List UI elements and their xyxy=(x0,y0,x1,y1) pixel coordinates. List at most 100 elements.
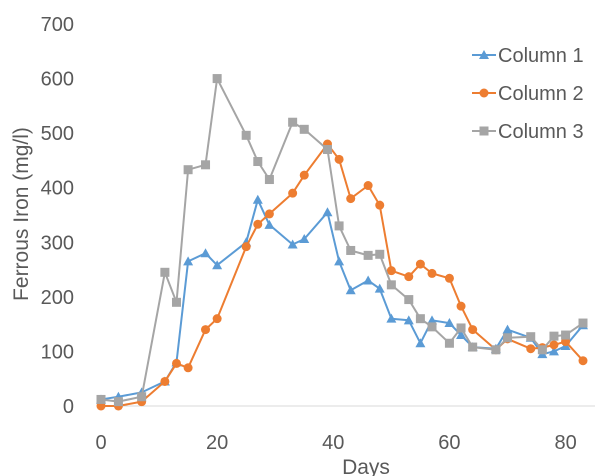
y-tick-label: 100 xyxy=(41,341,74,363)
column-1-point xyxy=(200,248,211,258)
column-1-point xyxy=(287,239,298,249)
column-3-point xyxy=(183,165,193,175)
x-tick-label: 20 xyxy=(206,432,228,454)
column-1-point xyxy=(415,338,426,348)
column-2-point xyxy=(578,356,588,366)
column-3-point xyxy=(264,175,274,185)
column-1-point xyxy=(374,283,385,293)
column-3-point xyxy=(456,323,466,333)
column-3-point xyxy=(160,267,170,277)
column-2-point xyxy=(183,363,193,373)
column-3-point xyxy=(346,245,356,255)
column-1-point xyxy=(299,234,310,244)
y-tick-label: 0 xyxy=(63,396,74,418)
column-2-point xyxy=(363,181,373,191)
column-3-point xyxy=(375,249,385,259)
column-1-point xyxy=(502,324,513,334)
column-2-point xyxy=(160,376,170,386)
column-2-point xyxy=(299,170,309,180)
column-3-point xyxy=(363,250,373,260)
column-1-legend-label: Column 1 xyxy=(498,45,584,67)
x-tick-label: 40 xyxy=(322,432,344,454)
column-1-point xyxy=(403,315,414,325)
column-2-point xyxy=(444,273,454,283)
column-3-series xyxy=(96,74,588,407)
x-axis-title: Days xyxy=(342,456,390,476)
column-2-point xyxy=(427,268,437,278)
column-2-point xyxy=(415,259,425,269)
column-2-point xyxy=(456,301,466,311)
column-3-point xyxy=(113,397,123,407)
y-tick-label: 500 xyxy=(41,123,74,145)
column-2-line xyxy=(101,143,584,407)
column-2-point xyxy=(334,154,344,164)
column-2-point xyxy=(375,200,385,210)
column-3-point xyxy=(288,117,298,127)
column-2-point xyxy=(212,314,222,324)
column-1-point xyxy=(334,256,345,266)
x-tick-label: 80 xyxy=(554,432,576,454)
column-1-point xyxy=(252,194,263,204)
column-3-point xyxy=(526,332,536,342)
column-1-point xyxy=(264,219,275,229)
column-3-point xyxy=(561,330,571,340)
column-2-legend-label: Column 2 xyxy=(498,83,584,105)
column-3-point xyxy=(171,297,181,307)
column-3-point xyxy=(201,160,211,170)
column-2-point xyxy=(241,242,251,252)
column-2-point xyxy=(201,325,211,335)
column-1-point xyxy=(427,315,438,325)
column-1-point xyxy=(456,330,467,340)
column-3-point xyxy=(537,345,547,355)
column-2-series xyxy=(96,139,588,411)
y-tick-label: 600 xyxy=(41,69,74,91)
column-3-point xyxy=(468,342,478,352)
column-3-point xyxy=(386,280,396,290)
column-1-point xyxy=(386,313,397,323)
column-2-point xyxy=(288,188,298,198)
series-layer xyxy=(96,74,588,411)
column-3-point xyxy=(137,392,147,402)
y-tick-label: 400 xyxy=(41,178,74,200)
column-3-point xyxy=(404,295,414,305)
column-3-point xyxy=(503,333,513,343)
legend: Column 1 Column 2 Column 3 xyxy=(472,45,584,143)
column-3-point xyxy=(549,331,559,341)
column-1-point xyxy=(444,318,455,328)
column-2-point xyxy=(346,194,356,204)
column-1-point xyxy=(212,260,223,270)
column-3-point xyxy=(334,221,344,231)
column-3-point xyxy=(253,157,263,167)
y-axis-title: Ferrous Iron (mg/l) xyxy=(10,127,33,301)
column-3-point xyxy=(322,145,332,155)
column-2-point xyxy=(386,266,396,276)
column-3-point xyxy=(241,130,251,140)
column-3-point xyxy=(427,322,437,332)
column-3-point xyxy=(491,345,501,355)
column-1-point xyxy=(345,285,356,295)
column-2-point xyxy=(264,209,274,219)
column-1-point xyxy=(183,256,194,266)
y-tick-label: 300 xyxy=(41,232,74,254)
column-2-point xyxy=(171,358,181,368)
column-3-point xyxy=(212,74,222,84)
column-2-point xyxy=(253,219,263,229)
column-3-point xyxy=(444,338,454,348)
column-2-point xyxy=(404,272,414,282)
column-2-point xyxy=(526,344,536,354)
y-tick-label: 200 xyxy=(41,287,74,309)
column-2-point xyxy=(468,325,478,335)
column-3-legend-label: Column 3 xyxy=(498,121,584,143)
column-3-point xyxy=(299,124,309,134)
column-1-point xyxy=(363,275,374,285)
column-3-point xyxy=(96,394,106,404)
column-2-point xyxy=(549,340,559,350)
x-tick-label: 60 xyxy=(438,432,460,454)
column-1-legend-marker xyxy=(479,50,489,59)
column-1-point xyxy=(322,207,333,217)
column-1-point xyxy=(548,346,559,356)
column-3-point xyxy=(415,314,425,324)
column-3-legend-marker xyxy=(479,126,489,136)
y-tick-label: 700 xyxy=(41,14,74,36)
